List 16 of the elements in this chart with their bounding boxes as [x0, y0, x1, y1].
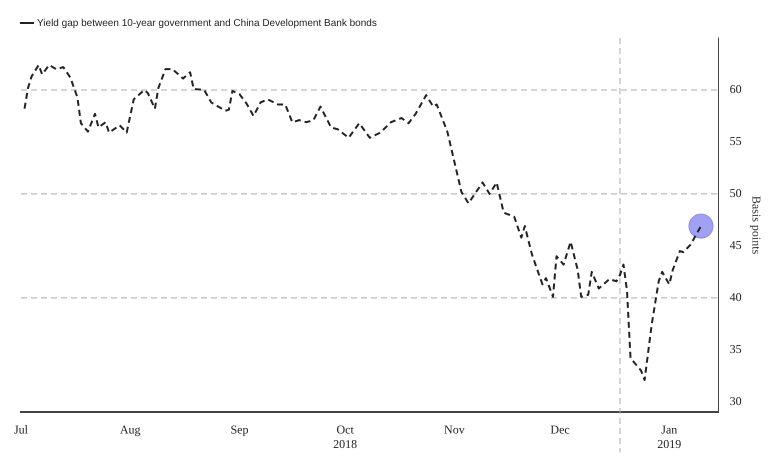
y-tick-label: 35	[730, 342, 742, 356]
y-tick-label: 55	[730, 134, 742, 148]
x-tick-label: Oct 2018	[333, 422, 358, 451]
x-tick-label: Sep	[230, 422, 248, 437]
x-tick-label: Jul	[14, 422, 29, 437]
y-tick-label: 60	[730, 82, 742, 96]
y-axis-title: Basis points	[750, 196, 764, 255]
y-tick-label: 40	[730, 290, 742, 304]
x-tick-label: Dec	[550, 422, 570, 437]
x-tick-label: Nov	[444, 422, 465, 437]
y-tick-label: 45	[730, 238, 742, 252]
y-tick-label: 30	[730, 394, 742, 408]
x-tick-label: Jan 2019	[657, 422, 682, 451]
y-tick-label: 50	[730, 186, 742, 200]
x-tick-label: Aug	[120, 422, 141, 437]
legend-label: Yield gap between 10-year government and China Development Bank bonds	[37, 18, 377, 29]
